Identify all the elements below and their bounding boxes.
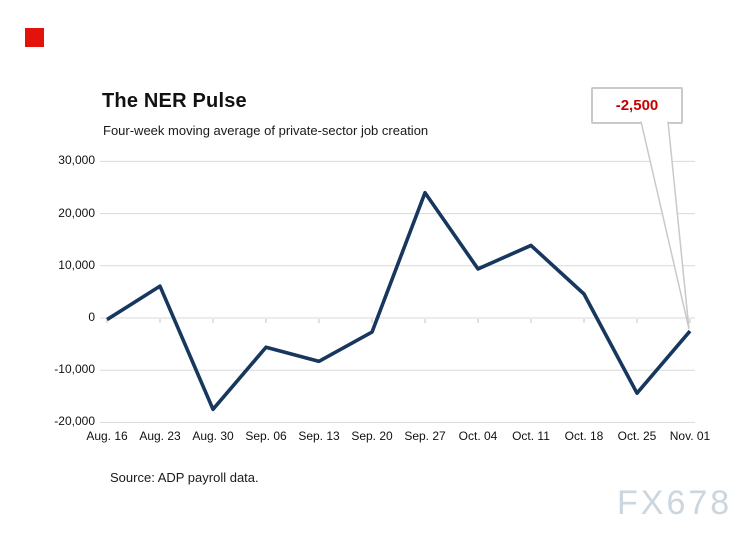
y-tick-label: 20,000 [58, 205, 95, 220]
x-tick-label: Oct. 18 [564, 429, 604, 443]
y-tick-label: -20,000 [54, 414, 95, 429]
x-tick-label: Aug. 30 [192, 429, 234, 443]
x-tick-label: Sep. 06 [245, 429, 287, 443]
annotation-callout: -2,500 [591, 87, 683, 124]
y-tick-label: 30,000 [58, 153, 95, 168]
x-tick-label: Aug. 16 [86, 429, 128, 443]
annotation-value: -2,500 [615, 97, 659, 114]
x-tick-label: Sep. 20 [351, 429, 393, 443]
x-tick-label: Sep. 27 [404, 429, 446, 443]
x-tick-label: Sep. 13 [298, 429, 340, 443]
x-tick-label: Aug. 23 [139, 429, 181, 443]
x-tick-label: Oct. 25 [617, 429, 657, 443]
x-tick-label: Oct. 04 [458, 429, 498, 443]
y-tick-label: 0 [88, 310, 95, 324]
source-note: Source: ADP payroll data. [110, 470, 259, 485]
y-tick-label: -10,000 [54, 362, 95, 377]
chart-title: The NER Pulse [102, 90, 247, 112]
y-tick-label: 10,000 [58, 257, 95, 272]
chart-subtitle: Four-week moving average of private-sect… [103, 123, 429, 138]
x-tick-label: Nov. 01 [669, 429, 711, 443]
logo-square [25, 28, 44, 47]
x-tick-label: Oct. 11 [512, 429, 550, 443]
data-line [106, 190, 692, 412]
watermark: FX678 [617, 484, 733, 522]
